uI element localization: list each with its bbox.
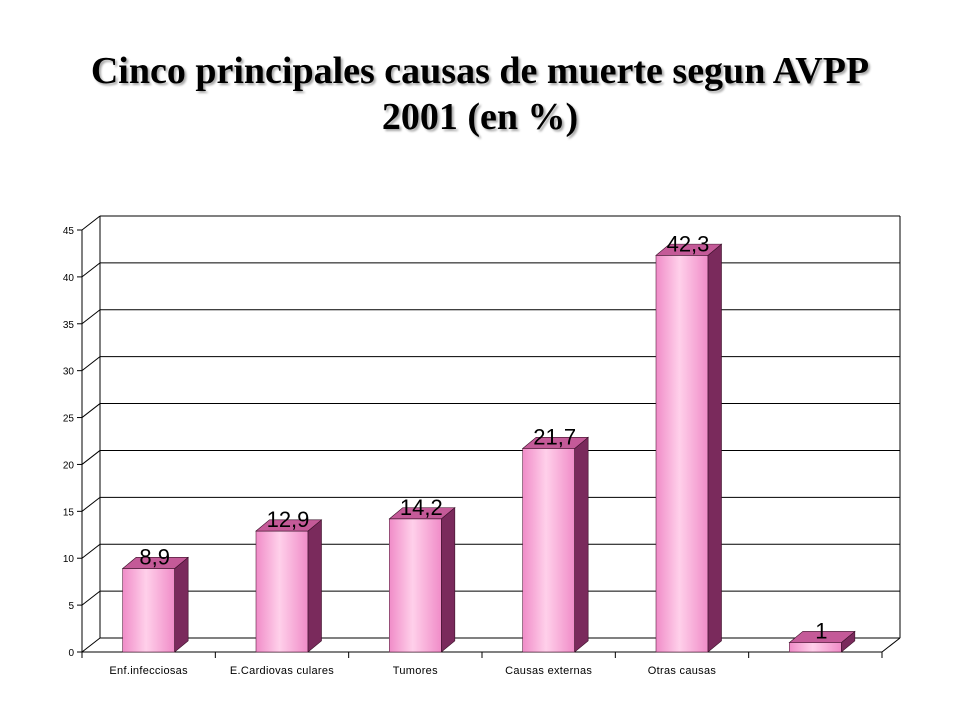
bar xyxy=(122,568,175,653)
x-tick-label: Enf.infecciosas xyxy=(109,665,188,677)
data-label: 8,9 xyxy=(139,545,170,570)
gridline-side xyxy=(81,637,101,653)
gridline-side xyxy=(81,403,101,418)
bar xyxy=(789,642,842,653)
bar-top xyxy=(388,507,456,520)
bar-side xyxy=(707,243,722,653)
chart-title: Cinco principales causas de muerte segun… xyxy=(40,48,920,140)
floor-right-edge xyxy=(881,637,901,653)
y-tick-label: 40 xyxy=(63,273,75,284)
data-label: 14,2 xyxy=(400,495,443,520)
bar-side xyxy=(174,556,189,653)
bar-top xyxy=(788,631,856,643)
x-tick-label: Otras causas xyxy=(648,665,717,677)
y-tick-label: 35 xyxy=(63,320,75,331)
bar-top xyxy=(255,519,323,532)
bar xyxy=(522,448,575,653)
y-tick-label: 15 xyxy=(63,507,75,518)
data-label: 12,9 xyxy=(267,507,310,532)
data-label: 21,7 xyxy=(533,425,576,450)
bar-top xyxy=(521,437,589,449)
bar-side xyxy=(307,519,322,653)
y-tick-label: 0 xyxy=(68,648,74,659)
gridline-side xyxy=(81,543,101,559)
gridline-side xyxy=(81,262,101,278)
bar-side xyxy=(574,436,589,653)
gridline-side xyxy=(81,590,101,606)
bar xyxy=(655,255,709,653)
y-tick-label: 25 xyxy=(63,414,75,425)
gridline-side xyxy=(81,450,101,465)
y-tick-label: 5 xyxy=(68,601,74,612)
x-tick-label: E.Cardiovas culares xyxy=(230,665,334,677)
chart-title-line2: 2001 (en %) xyxy=(381,96,579,138)
y-tick-label: 30 xyxy=(63,367,75,378)
x-tick-label: Causas externas xyxy=(505,665,592,677)
bar-top xyxy=(121,557,189,569)
bar xyxy=(389,518,442,653)
y-tick-label: 10 xyxy=(63,554,75,565)
gridline-side xyxy=(81,356,101,372)
y-tick-label: 20 xyxy=(63,460,75,471)
y-tick-label: 45 xyxy=(63,226,75,237)
chart-title-line1: Cinco principales causas de muerte segun… xyxy=(90,50,870,92)
gridline-side xyxy=(81,309,101,325)
data-label: 1 xyxy=(815,619,827,644)
gridline-side xyxy=(81,496,101,512)
bar xyxy=(255,530,309,653)
x-tick-label: Tumores xyxy=(393,665,438,677)
plot-area: 0 5 10 15 20 25 30 35 40 45 Enf.infecciosas E.Cardi… xyxy=(63,215,901,677)
bar-top xyxy=(655,243,723,256)
gridline-side xyxy=(81,215,101,231)
data-label: 42,3 xyxy=(667,231,710,256)
bar-side xyxy=(441,506,456,653)
